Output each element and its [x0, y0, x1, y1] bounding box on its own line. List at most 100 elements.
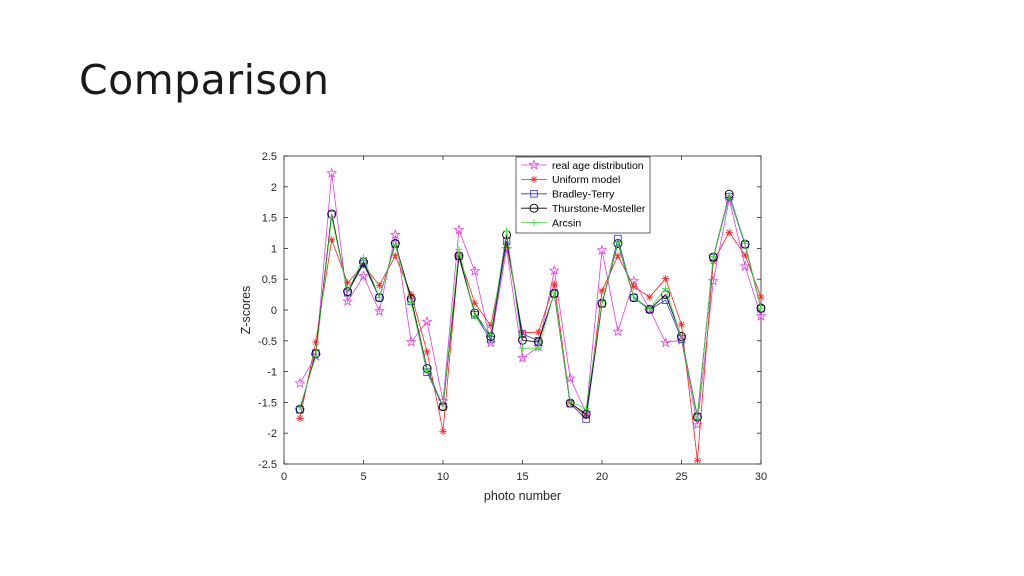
data-point-real-age-distribution: [453, 224, 465, 235]
data-point-uniform-model: [614, 252, 622, 260]
series-line-uniform-model: [299, 231, 762, 461]
data-point-arcsin: [741, 239, 749, 248]
data-point-arcsin: [391, 241, 399, 249]
x-tick-label: 30: [755, 471, 767, 483]
data-point-bradley-terry: [534, 337, 543, 345]
data-point-arcsin: [598, 298, 606, 306]
x-tick-label: 5: [360, 471, 366, 483]
y-tick-label: 0.5: [262, 274, 277, 286]
data-point-bradley-terry: [582, 415, 590, 423]
data-point-arcsin: [375, 294, 383, 302]
data-point-arcsin: [407, 299, 415, 307]
legend-marker: [529, 203, 539, 213]
data-point-thurstone-mosteller: [374, 293, 384, 303]
legend-entry: real age distribution: [521, 159, 644, 172]
x-tick-label: 15: [516, 471, 528, 483]
data-point-uniform-model: [423, 348, 431, 356]
data-point-real-age-distribution: [548, 264, 560, 276]
data-point-arcsin: [487, 331, 495, 339]
data-point-real-age-distribution: [660, 336, 672, 348]
data-point-arcsin: [614, 238, 622, 246]
data-point-thurstone-mosteller: [518, 335, 527, 345]
data-point-uniform-model: [693, 456, 701, 464]
legend-marker: [530, 219, 538, 227]
data-point-arcsin: [534, 344, 542, 352]
data-point-real-age-distribution: [469, 265, 481, 276]
legend-entry: Bradley-Terry: [521, 189, 615, 201]
data-point-arcsin: [725, 191, 733, 200]
data-point-arcsin: [550, 289, 558, 297]
data-point-real-age-distribution: [707, 275, 719, 286]
data-point-uniform-model: [375, 281, 383, 289]
data-point-bradley-terry: [502, 237, 511, 245]
y-tick-label: 2: [271, 182, 277, 194]
data-point-arcsin: [359, 254, 368, 262]
tick-labels: 0 5 10 15 20 25 30 2.5 2 1.5 1 0.5 0 -0.5 -1 -1.5 -2 -2.5: [258, 151, 767, 483]
data-point-real-age-distribution: [501, 243, 513, 254]
series-real-age-distribution: [294, 167, 767, 430]
y-tick-label: -1.5: [258, 397, 277, 409]
data-point-real-age-distribution: [358, 270, 369, 281]
data-point-real-age-distribution: [326, 167, 338, 178]
data-point-bradley-terry: [518, 330, 527, 338]
data-point-real-age-distribution: [596, 244, 608, 255]
data-point-real-age-distribution: [373, 305, 385, 316]
data-point-arcsin: [630, 293, 638, 301]
data-point-real-age-distribution: [405, 336, 417, 347]
legend-marker: [530, 190, 538, 198]
data-point-arcsin: [328, 214, 336, 222]
data-point-arcsin: [677, 334, 686, 342]
data-point-thurstone-mosteller: [343, 287, 353, 296]
data-point-uniform-model: [725, 228, 733, 236]
y-tick-label: 1.5: [262, 213, 277, 225]
data-point-uniform-model: [598, 287, 606, 295]
y-tick-label: 2.5: [262, 151, 277, 163]
legend-marker: [530, 175, 538, 183]
x-axis-label: photo number: [484, 489, 561, 503]
data-point-arcsin: [709, 252, 717, 261]
series-layer: [294, 167, 767, 464]
series-line-arcsin: [299, 194, 762, 419]
data-point-arcsin: [439, 401, 447, 410]
data-point-uniform-model: [391, 252, 399, 260]
legend-entry: Arcsin: [521, 217, 581, 229]
data-point-arcsin: [455, 246, 463, 254]
data-point-arcsin: [296, 403, 304, 411]
data-point-uniform-model: [534, 328, 542, 336]
data-point-real-age-distribution: [517, 352, 528, 363]
data-point-arcsin: [312, 352, 320, 360]
legend-label: Uniform model: [552, 174, 620, 186]
x-tick-label: 10: [437, 471, 449, 483]
legend-label: Bradley-Terry: [552, 189, 615, 201]
data-point-real-age-distribution: [612, 325, 624, 337]
x-tick-label: 20: [596, 471, 608, 483]
y-tick-label: 1: [271, 243, 277, 255]
x-tick-label: 25: [675, 471, 687, 483]
y-tick-label: 0: [271, 305, 277, 317]
slide-title: Comparison: [79, 56, 330, 104]
data-point-real-age-distribution: [389, 229, 401, 240]
data-point-uniform-model: [312, 338, 320, 346]
y-tick-label: -1: [267, 367, 277, 379]
series-arcsin: [296, 191, 765, 423]
y-tick-label: -0.5: [258, 336, 277, 348]
data-point-arcsin: [662, 284, 670, 293]
legend-box: [515, 156, 651, 234]
data-point-arcsin: [582, 404, 590, 413]
legend-entry: Thurstone-Mosteller: [521, 203, 646, 215]
data-point-real-age-distribution: [421, 315, 433, 327]
data-point-bradley-terry: [661, 296, 670, 304]
data-point-real-age-distribution: [294, 377, 306, 388]
data-point-arcsin: [471, 312, 479, 320]
data-point-arcsin: [693, 414, 701, 423]
data-point-uniform-model: [646, 293, 654, 301]
data-point-uniform-model: [296, 414, 304, 423]
data-point-thurstone-mosteller: [756, 303, 766, 313]
data-point-arcsin: [518, 344, 527, 352]
data-point-uniform-model: [677, 321, 686, 329]
data-point-uniform-model: [439, 427, 447, 435]
data-point-real-age-distribution: [755, 310, 767, 321]
data-point-arcsin: [344, 287, 352, 296]
y-tick-label: -2: [267, 428, 277, 440]
